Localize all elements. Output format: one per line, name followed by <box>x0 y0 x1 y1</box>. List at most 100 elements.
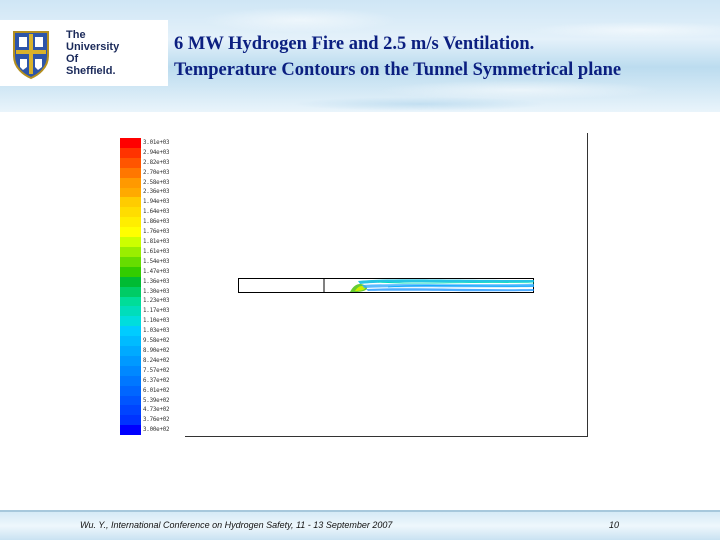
legend-label: 3.01e+03 <box>143 139 170 146</box>
legend-label: 6.37e+02 <box>143 377 170 384</box>
legend-row: 1.86e+03 <box>120 217 188 228</box>
legend-row: 1.47e+03 <box>120 266 188 277</box>
legend-swatch <box>120 138 141 148</box>
university-logo: The University Of Sheffield. <box>0 20 168 86</box>
legend-label: 1.03e+03 <box>143 328 170 335</box>
legend-label: 2.94e+03 <box>143 149 170 156</box>
legend-row: 3.00e+02 <box>120 425 188 436</box>
institution-name: The University Of Sheffield. <box>66 29 120 77</box>
legend-row: 1.17e+03 <box>120 306 188 317</box>
legend-swatch <box>120 197 141 208</box>
legend-swatch <box>120 296 141 307</box>
tunnel-contour-plot <box>238 278 534 293</box>
legend-swatch <box>120 147 141 158</box>
legend-swatch <box>120 316 141 327</box>
legend-swatch <box>120 346 141 356</box>
legend-label: 3.00e+02 <box>143 427 170 434</box>
legend-row: 2.36e+03 <box>120 187 188 198</box>
title-line-1: 6 MW Hydrogen Fire and 2.5 m/s Ventilati… <box>174 34 535 54</box>
legend-row: 6.01e+02 <box>120 385 188 396</box>
legend-label: 5.39e+02 <box>143 397 170 404</box>
legend-label: 8.24e+02 <box>143 357 170 364</box>
legend-label: 1.30e+03 <box>143 288 170 295</box>
legend-row: 2.94e+03 <box>120 147 188 158</box>
legend-swatch <box>120 276 141 287</box>
legend-label: 1.17e+03 <box>143 308 170 315</box>
legend-label: 1.36e+03 <box>143 278 170 285</box>
legend-row: 9.58e+02 <box>120 336 188 347</box>
legend-row: 1.10e+03 <box>120 316 188 327</box>
legend-swatch <box>120 365 141 376</box>
legend-label: 3.76e+02 <box>143 417 170 424</box>
legend-swatch <box>120 306 141 317</box>
legend-swatch <box>120 425 141 436</box>
title-line-2: Temperature Contours on the Tunnel Symme… <box>174 60 622 80</box>
legend-swatch <box>120 177 141 188</box>
legend-label: 1.94e+03 <box>143 199 170 206</box>
legend-label: 2.58e+03 <box>143 179 170 186</box>
plume-streak <box>377 281 534 284</box>
legend-row: 1.36e+03 <box>120 276 188 287</box>
legend-swatch <box>120 246 141 257</box>
slide-title: 6 MW Hydrogen Fire and 2.5 m/s Ventilati… <box>174 31 621 83</box>
legend-row: 6.37e+02 <box>120 375 188 386</box>
legend-swatch <box>120 256 141 267</box>
legend-row: 4.73e+02 <box>120 405 188 416</box>
legend-row: 1.81e+03 <box>120 237 188 247</box>
legend-swatch <box>120 395 141 406</box>
legend-label: 1.64e+03 <box>143 209 170 216</box>
legend-row: 2.70e+03 <box>120 167 188 178</box>
legend-label: 7.57e+02 <box>143 367 170 374</box>
legend-swatch <box>120 415 141 426</box>
legend-swatch <box>120 326 141 337</box>
legend-swatch <box>120 167 141 178</box>
legend-swatch <box>120 217 141 228</box>
legend-row: 1.94e+03 <box>120 197 188 208</box>
legend-swatch <box>120 266 141 277</box>
plume-lower-contour <box>366 288 534 292</box>
flame-inner-contour <box>355 286 366 291</box>
page-number: 10 <box>609 520 620 530</box>
legend-label: 1.81e+03 <box>143 239 170 246</box>
legend-label: 1.54e+03 <box>143 258 170 265</box>
plot-frame <box>185 133 588 437</box>
legend-swatch <box>120 227 141 238</box>
legend-row: 3.01e+03 <box>120 138 188 148</box>
legend-swatch <box>120 157 141 168</box>
legend-row: 2.82e+03 <box>120 157 188 168</box>
legend-row: 5.39e+02 <box>120 395 188 406</box>
legend-swatch <box>120 385 141 396</box>
crest-icon <box>13 31 49 80</box>
footer-citation: Wu. Y., International Conference on Hydr… <box>80 520 393 530</box>
legend-swatch <box>120 405 141 416</box>
plume-streak-2 <box>387 285 534 288</box>
legend-label: 2.82e+03 <box>143 159 170 166</box>
temperature-legend: 3.01e+03 2.94e+03 2.82e+03 2.70e+03 2.58e+03… <box>120 138 188 436</box>
legend-row: 8.90e+02 <box>120 346 188 356</box>
legend-label: 1.86e+03 <box>143 219 170 226</box>
legend-row: 2.58e+03 <box>120 177 188 188</box>
legend-label: 1.47e+03 <box>143 268 170 275</box>
legend-swatch <box>120 187 141 198</box>
legend-swatch <box>120 375 141 386</box>
legend-row: 1.61e+03 <box>120 246 188 257</box>
legend-swatch <box>120 355 141 366</box>
legend-row: 7.57e+02 <box>120 365 188 376</box>
legend-row: 1.23e+03 <box>120 296 188 307</box>
legend-label: 1.10e+03 <box>143 318 170 325</box>
footer-rule <box>0 510 720 512</box>
legend-label: 1.61e+03 <box>143 248 170 255</box>
legend-swatch <box>120 286 141 297</box>
legend-row: 1.76e+03 <box>120 227 188 238</box>
legend-label: 8.90e+02 <box>143 347 170 354</box>
legend-row: 3.76e+02 <box>120 415 188 426</box>
footer-band <box>0 512 720 540</box>
legend-row: 1.54e+03 <box>120 256 188 267</box>
legend-swatch <box>120 207 141 218</box>
legend-label: 9.58e+02 <box>143 338 170 345</box>
legend-label: 1.23e+03 <box>143 298 170 305</box>
legend-row: 8.24e+02 <box>120 355 188 366</box>
legend-row: 1.03e+03 <box>120 326 188 337</box>
legend-swatch <box>120 336 141 347</box>
legend-label: 4.73e+02 <box>143 407 170 414</box>
